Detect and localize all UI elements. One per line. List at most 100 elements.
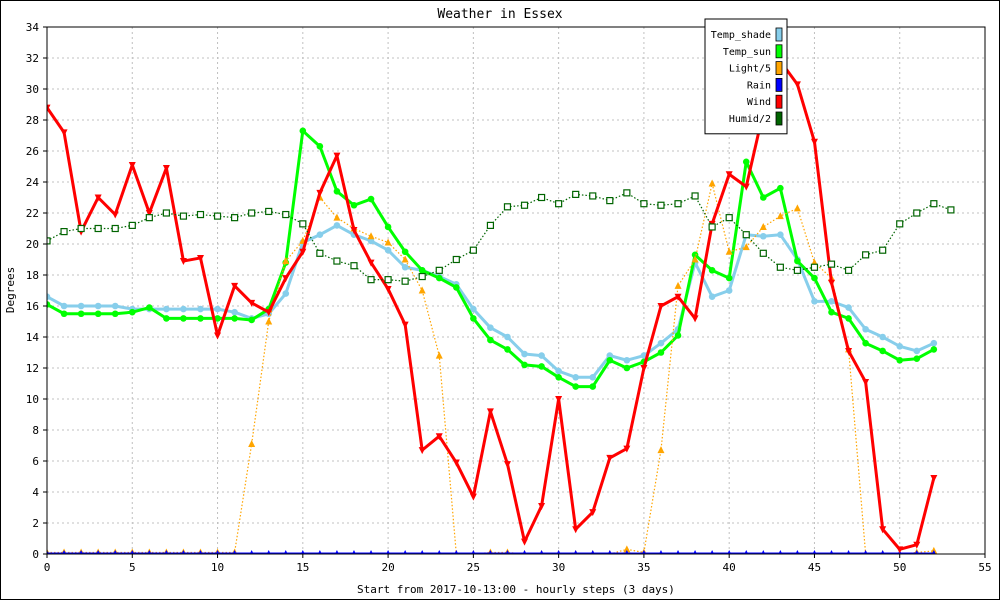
x-tick-label: 30: [552, 561, 565, 574]
data-point: [862, 251, 870, 259]
data-point: [350, 227, 358, 235]
data-point: [196, 210, 205, 219]
data-point: [147, 550, 152, 554]
data-point: [863, 550, 868, 554]
y-tick-label: 6: [32, 455, 39, 468]
data-point: [316, 189, 324, 197]
data-point: [556, 550, 561, 554]
data-point: [520, 201, 529, 209]
data-point: [470, 305, 477, 313]
data-point: [742, 231, 750, 239]
legend-label: Light/5: [729, 64, 771, 75]
data-point: [403, 550, 408, 554]
data-point: [710, 550, 715, 554]
y-tick-label: 30: [26, 83, 39, 96]
data-point: [589, 383, 597, 390]
data-point: [590, 550, 595, 554]
y-tick-label: 14: [26, 331, 40, 344]
data-point: [145, 214, 153, 222]
data-point: [879, 526, 887, 534]
data-point: [111, 224, 119, 233]
data-point: [162, 165, 170, 173]
data-point: [471, 550, 476, 554]
data-point: [47, 237, 51, 245]
data-point: [947, 206, 955, 214]
data-point: [880, 550, 885, 554]
y-tick-label: 32: [26, 52, 39, 65]
y-tick-label: 22: [26, 207, 39, 220]
data-point: [128, 221, 136, 229]
data-point: [282, 275, 290, 283]
data-point: [930, 475, 938, 483]
data-point: [282, 210, 290, 219]
data-point: [862, 325, 869, 333]
data-point: [77, 302, 85, 310]
data-point: [676, 550, 681, 554]
data-point: [486, 408, 494, 416]
data-point: [401, 277, 409, 285]
data-point: [589, 509, 597, 517]
data-point: [674, 200, 682, 208]
data-point: [503, 461, 511, 469]
data-point: [607, 550, 612, 554]
data-point: [384, 246, 392, 254]
data-point: [386, 550, 391, 554]
y-tick-label: 0: [32, 548, 39, 561]
data-point: [164, 550, 169, 554]
data-point: [777, 184, 784, 192]
data-point: [708, 267, 716, 274]
series-rain: [47, 550, 936, 554]
data-point: [913, 355, 921, 363]
data-point: [811, 274, 818, 282]
y-tick-label: 26: [26, 145, 39, 158]
data-point: [146, 304, 153, 311]
data-point: [793, 204, 801, 212]
data-point: [128, 308, 136, 316]
data-point: [299, 127, 307, 135]
data-point: [795, 550, 800, 554]
data-point: [606, 352, 614, 359]
data-point: [215, 550, 220, 554]
series-temp-shade: [47, 222, 938, 381]
data-point: [316, 143, 324, 150]
data-point: [249, 550, 254, 554]
data-point: [623, 545, 631, 553]
data-point: [930, 346, 938, 353]
data-point: [727, 550, 732, 554]
data-point: [60, 310, 68, 318]
data-point: [708, 179, 716, 187]
data-point: [94, 302, 102, 310]
plot-border: [46, 26, 986, 555]
data-point: [299, 248, 307, 256]
data-point: [452, 459, 460, 467]
data-point: [316, 231, 324, 238]
data-point: [538, 363, 545, 370]
data-point: [521, 361, 528, 369]
data-point: [674, 281, 682, 289]
data-point: [504, 333, 511, 341]
data-point: [742, 183, 750, 191]
data-point: [708, 293, 716, 301]
data-point: [606, 454, 614, 462]
legend-swatch: [775, 44, 783, 59]
data-point: [181, 550, 186, 554]
data-point: [674, 293, 682, 301]
data-point: [828, 298, 835, 305]
data-point: [845, 347, 853, 355]
data-point: [453, 284, 460, 291]
data-point: [401, 321, 409, 329]
data-point: [452, 255, 460, 264]
x-tick-label: 55: [978, 561, 991, 574]
data-point: [828, 308, 835, 316]
data-point: [776, 212, 784, 220]
data-point: [454, 550, 459, 554]
legend-swatch: [775, 27, 783, 42]
x-tick-label: 0: [44, 561, 51, 574]
data-point: [572, 526, 580, 534]
data-point: [657, 349, 665, 356]
data-point: [384, 276, 392, 284]
data-point: [555, 200, 563, 208]
data-point: [265, 317, 273, 325]
